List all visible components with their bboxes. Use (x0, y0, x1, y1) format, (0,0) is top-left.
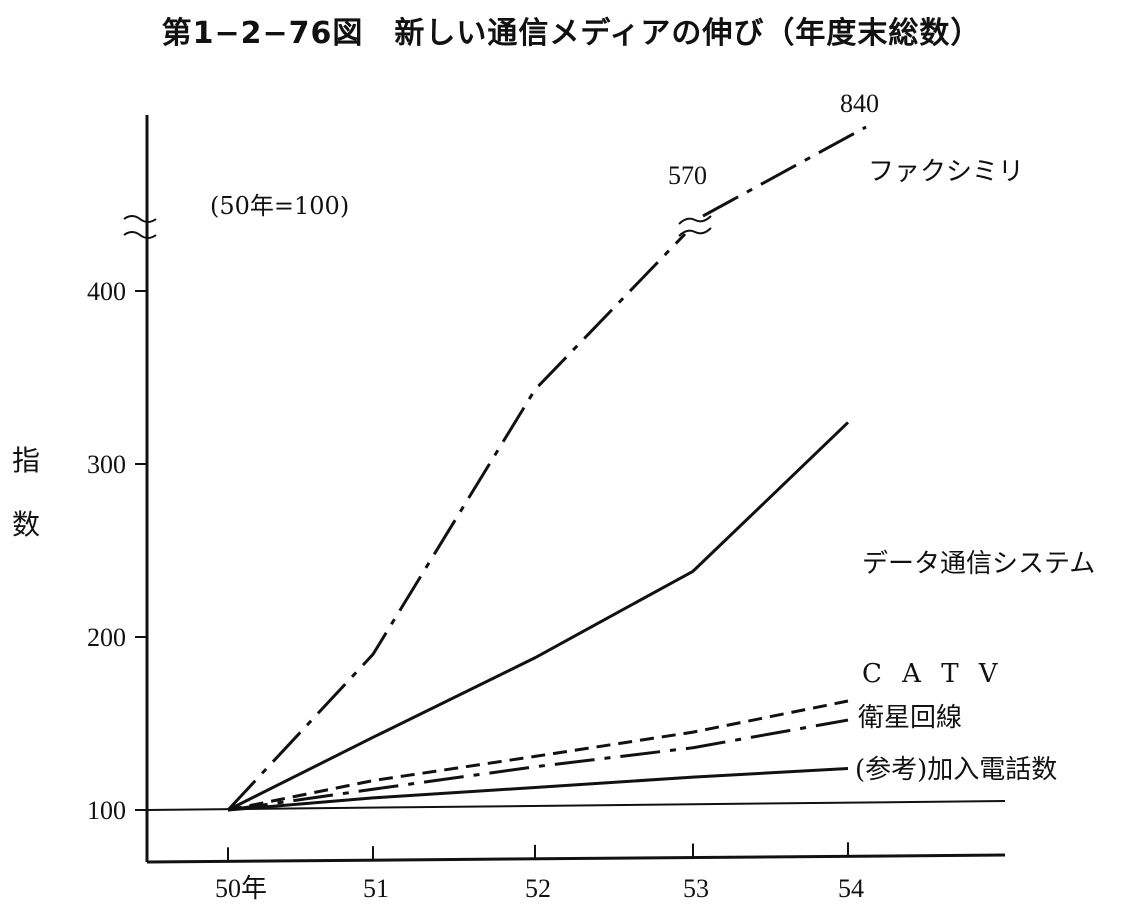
chart-title: 第1−2−76図 新しい通信メディアの伸び（年度末総数） (161, 16, 982, 51)
series-lines (226, 125, 867, 812)
annotation-value: 840 (840, 89, 879, 118)
series-break-mark (678, 215, 712, 237)
y-axis-break-mark (123, 215, 157, 223)
series-line-4 (227, 766, 849, 812)
series-label: (参考)加入電話数 (855, 755, 1057, 785)
base-100-line (146, 800, 1006, 811)
x-tick-label: 50年 (215, 874, 267, 903)
y-tick-label: 200 (87, 623, 126, 652)
series-line-3 (227, 718, 849, 812)
annotation-value: 570 (668, 161, 707, 190)
series-line-facsimile (226, 232, 687, 812)
tick-labels: 100 200 300 400 50年 51 52 53 54 (87, 277, 864, 903)
index-base-note: (50年=100) (210, 192, 349, 220)
series-line-1 (227, 421, 850, 812)
y-axis-label-char-2: 数 (12, 508, 40, 541)
y-axis-label-char-1: 指 (12, 444, 40, 477)
series-line-facsimile-upper (702, 125, 867, 218)
x-tick-label: 53 (683, 874, 709, 903)
x-tick-label: 51 (363, 874, 389, 903)
x-axis-line (146, 853, 1006, 864)
series-label: データ通信システム (862, 549, 1095, 579)
x-tick-label: 54 (838, 874, 864, 903)
series-label: C A T V (862, 659, 1004, 689)
series-label: ファクシミリ (868, 157, 1024, 187)
series-line-2 (227, 699, 849, 812)
y-axis-break-mark (123, 231, 157, 239)
y-tick-label: 400 (87, 277, 126, 306)
y-tick-label: 100 (87, 796, 126, 825)
y-tick-label: 300 (87, 450, 126, 479)
series-label: 衛星回線 (858, 703, 962, 733)
axes (123, 115, 1006, 864)
x-tick-label: 52 (525, 874, 551, 903)
